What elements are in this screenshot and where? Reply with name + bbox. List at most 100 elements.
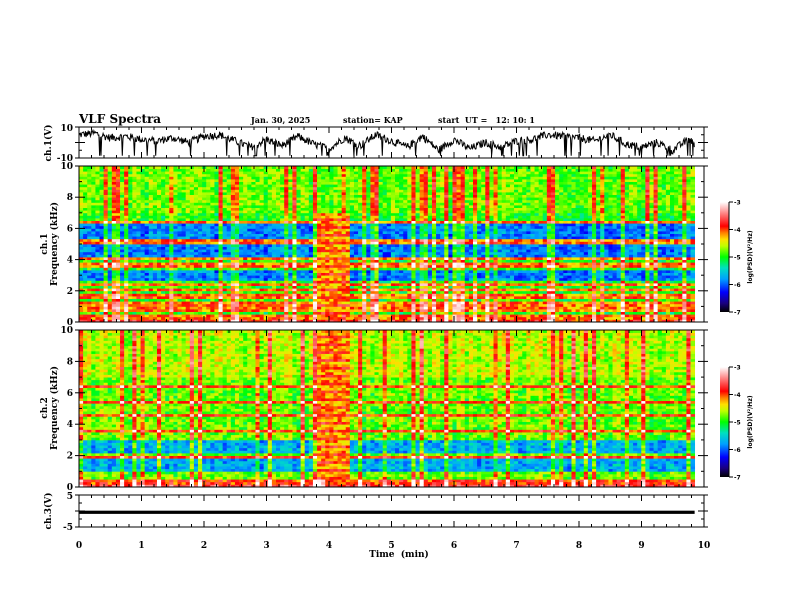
spectrogram-cell [198,314,203,318]
spectrogram-cell [234,166,240,169]
spectrogram-cell [399,205,404,208]
spectrogram-cell [103,171,109,175]
spectrogram-cell [234,236,240,240]
spectrogram-cell [226,189,232,193]
spectrogram-cell [144,288,150,292]
spectrogram-cell [341,280,347,284]
spectrogram-cell [140,176,146,180]
spectrogram-cell [214,236,219,240]
spectrogram-cell [206,192,211,195]
spectrogram-cell [226,241,232,245]
spectrogram-cell [115,244,121,247]
spectrogram-cell [99,184,105,188]
spectrogram-cell [111,220,117,224]
spectrogram-cell [395,251,400,255]
spectrogram-cell [403,179,408,182]
spectrogram-cell [181,301,187,305]
spectrogram-cell [358,316,363,320]
spectrogram-cell [353,241,359,245]
spectrogram-cell [210,257,215,260]
spectrogram-cell [210,290,215,294]
spectrogram-cell [267,202,273,206]
spectrogram-cell [136,275,141,279]
spectrogram-cell [259,296,265,299]
spectrogram-cell [374,218,379,221]
spectrogram-cell [353,176,359,180]
spectrogram-cell [280,168,285,172]
spectrogram-cell [128,241,133,245]
spectrogram-cell [128,212,133,216]
spectrogram-cell [308,197,314,201]
spectrogram-cell [152,171,158,175]
spectrogram-cell [317,241,322,245]
spectrogram-cell [148,231,154,234]
spectrogram-cell [259,298,265,302]
spectrogram-cell [399,181,404,185]
spectrogram-cell [390,244,396,247]
spectrogram-cell [267,296,273,299]
spectrogram-cell [243,290,248,294]
spectrogram-cell [177,202,182,206]
spectrogram-cell [120,280,125,284]
spectrogram-cell [181,233,187,237]
spectrogram-cell [115,314,121,318]
spectrogram-cell [366,303,371,307]
spectrogram-cell [280,223,285,227]
spectrogram-cell [120,244,125,247]
spectrogram-cell [312,277,318,281]
spectrogram-cell [349,212,355,216]
spectrogram-cell [115,311,121,315]
spectrogram-cell [79,225,84,229]
spectrogram-cell [91,218,96,221]
spectrogram-cell [99,171,105,175]
spectrogram-cell [378,189,384,193]
spectrogram-cell [399,246,404,250]
spectrogram-cell [403,173,408,177]
spectrogram-cell [251,309,256,312]
spectrogram-cell [276,296,281,299]
spectrogram-cell [193,283,199,286]
spectrogram-cell [214,298,219,302]
spectrogram-cell [214,194,219,198]
spectrogram-cell [353,171,359,175]
spectrogram-cell [91,186,96,190]
spectrogram-cell [288,285,293,289]
spectrogram-cell [103,223,109,227]
spectrogram-cell [156,254,162,258]
spectrogram-cell [128,233,133,237]
spectrogram-cell [247,309,252,312]
spectrogram-cell [226,270,232,273]
spectrogram-cell [222,218,228,221]
spectrogram-cell [234,246,240,250]
spectrogram-cell [276,306,281,310]
spectrogram-cell [263,257,269,260]
spectrogram-cell [304,228,310,232]
spectrogram-cell [300,194,306,198]
spectrogram-cell [337,241,343,245]
spectrogram-cell [345,225,351,229]
spectrogram-cell [128,249,133,253]
spectrogram-cell [267,223,273,227]
spectrogram-cell [99,186,105,190]
spectrogram-cell [312,301,318,305]
spectrogram-cell [395,264,400,268]
spectrogram-cell [341,296,347,299]
spectrogram-cell [374,316,379,320]
spectrogram-cell [300,285,306,289]
spectrogram-cell [165,319,170,323]
spectrogram-cell [263,293,269,297]
spectrogram-cell [161,285,166,289]
spectrogram-cell [386,192,392,195]
spectrogram-cell [292,194,297,198]
spectrogram-cell [165,293,170,297]
spectrogram-cell [341,314,347,318]
spectrogram-cell [353,168,359,172]
spectrogram-cell [399,244,404,247]
spectrogram-cell [296,280,302,284]
spectrogram-cell [280,259,285,263]
spectrogram-cell [206,238,211,242]
spectrogram-cell [79,233,84,237]
spectrogram-cell [95,257,100,260]
spectrogram-cell [136,293,141,297]
spectrogram-cell [140,267,146,271]
